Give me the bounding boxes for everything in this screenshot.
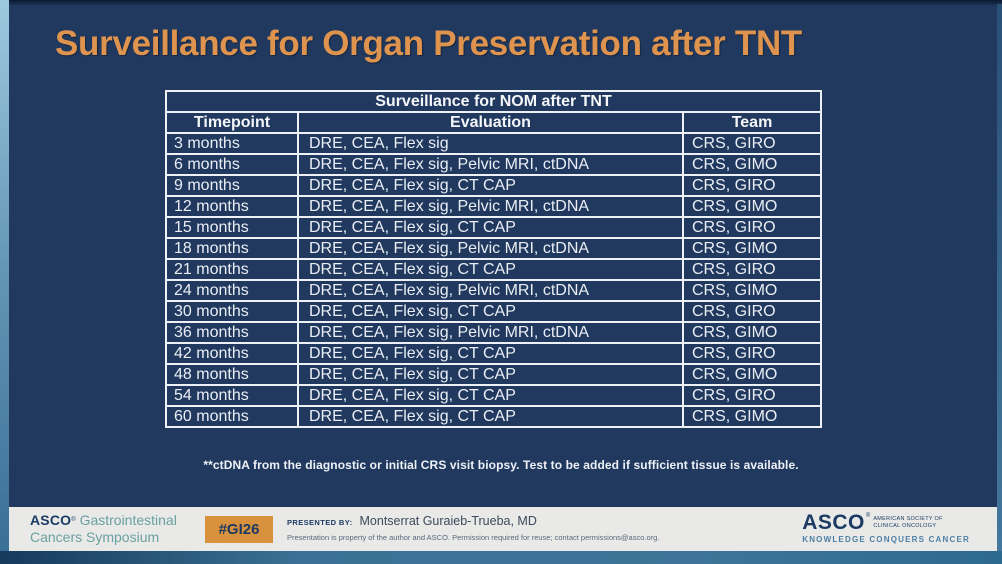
table-cell: 18 months bbox=[165, 237, 299, 260]
table-row: 36 months DRE, CEA, Flex sig, Pelvic MRI,… bbox=[165, 321, 822, 344]
table-row: 21 months DRE, CEA, Flex sig, CT CAP CRS, … bbox=[165, 258, 822, 281]
presenter-name: Montserrat Guraieb-Trueba, MD bbox=[359, 514, 537, 528]
table-row: 24 months DRE, CEA, Flex sig, Pelvic MRI,… bbox=[165, 279, 822, 302]
table-cell: CRS, GIMO bbox=[682, 405, 822, 428]
table-cell: CRS, GIMO bbox=[682, 237, 822, 260]
table-row: 6 months DRE, CEA, Flex sig, Pelvic MRI, … bbox=[165, 153, 822, 176]
table-cell: CRS, GIRO bbox=[682, 174, 822, 197]
table-cell: DRE, CEA, Flex sig, Pelvic MRI, ctDNA bbox=[297, 237, 684, 260]
table-cell: 9 months bbox=[165, 174, 299, 197]
table-cell: CRS, GIRO bbox=[682, 258, 822, 281]
table-cell: DRE, CEA, Flex sig, CT CAP bbox=[297, 363, 684, 386]
society-name-line2: CLINICAL ONCOLOGY bbox=[873, 522, 937, 529]
registered-mark-icon: ® bbox=[71, 517, 76, 523]
asco-society-logo: ASCO ® AMERICAN SOCIETY OF CLINICAL ONCO… bbox=[802, 511, 970, 544]
table-cell: DRE, CEA, Flex sig, Pelvic MRI, ctDNA bbox=[297, 321, 684, 344]
photo-edge-bottom bbox=[0, 551, 1002, 564]
table-cell: DRE, CEA, Flex sig, CT CAP bbox=[297, 174, 684, 197]
table-cell: DRE, CEA, Flex sig bbox=[297, 132, 684, 155]
table-row: 15 months DRE, CEA, Flex sig, CT CAP CRS, … bbox=[165, 216, 822, 239]
asco-wordmark: ASCO bbox=[30, 512, 72, 528]
symposium-name-line2: Cancers Symposium bbox=[30, 529, 160, 545]
column-header-evaluation: Evaluation bbox=[297, 111, 684, 134]
table-cell: 42 months bbox=[165, 342, 299, 365]
table-cell: CRS, GIMO bbox=[682, 195, 822, 218]
table-header-row: Timepoint Evaluation Team bbox=[165, 111, 822, 134]
table-cell: DRE, CEA, Flex sig, CT CAP bbox=[297, 300, 684, 323]
table-cell: CRS, GIMO bbox=[682, 279, 822, 302]
table-row: 42 months DRE, CEA, Flex sig, CT CAP CRS, … bbox=[165, 342, 822, 365]
society-name-line1: AMERICAN SOCIETY OF bbox=[873, 516, 943, 522]
table-cell: DRE, CEA, Flex sig, CT CAP bbox=[297, 384, 684, 407]
photo-edge-left bbox=[0, 0, 9, 554]
table-row: 12 months DRE, CEA, Flex sig, Pelvic MRI,… bbox=[165, 195, 822, 218]
table-cell: DRE, CEA, Flex sig, CT CAP bbox=[297, 258, 684, 281]
table-cell: CRS, GIRO bbox=[682, 300, 822, 323]
registered-mark-icon: ® bbox=[865, 513, 871, 519]
table-cell: CRS, GIRO bbox=[682, 216, 822, 239]
table-cell: 15 months bbox=[165, 216, 299, 239]
photo-edge-top bbox=[0, 0, 1002, 5]
table-cell: 30 months bbox=[165, 300, 299, 323]
table-cell: CRS, GIRO bbox=[682, 384, 822, 407]
asco-logo-wordmark: ASCO bbox=[802, 511, 865, 534]
table-row: 48 months DRE, CEA, Flex sig, CT CAP CRS, … bbox=[165, 363, 822, 386]
table-row: 30 months DRE, CEA, Flex sig, CT CAP CRS, … bbox=[165, 300, 822, 323]
table-cell: DRE, CEA, Flex sig, Pelvic MRI, ctDNA bbox=[297, 153, 684, 176]
table-cell: CRS, GIMO bbox=[682, 363, 822, 386]
table-cell: DRE, CEA, Flex sig, Pelvic MRI, ctDNA bbox=[297, 279, 684, 302]
table-cell: CRS, GIMO bbox=[682, 321, 822, 344]
symposium-logo-line1: ASCO® Gastrointestinal bbox=[30, 512, 177, 529]
table-cell: DRE, CEA, Flex sig, CT CAP bbox=[297, 342, 684, 365]
table-cell: DRE, CEA, Flex sig, CT CAP bbox=[297, 216, 684, 239]
table-cell: 21 months bbox=[165, 258, 299, 281]
table-row: 60 months DRE, CEA, Flex sig, CT CAP CRS, … bbox=[165, 405, 822, 428]
table-cell: DRE, CEA, Flex sig, Pelvic MRI, ctDNA bbox=[297, 195, 684, 218]
table-cell: CRS, GIRO bbox=[682, 342, 822, 365]
table-cell: DRE, CEA, Flex sig, CT CAP bbox=[297, 405, 684, 428]
table-cell: 54 months bbox=[165, 384, 299, 407]
symposium-name-line1: Gastrointestinal bbox=[79, 512, 177, 528]
table-cell: CRS, GIRO bbox=[682, 132, 822, 155]
column-header-timepoint: Timepoint bbox=[165, 111, 299, 134]
table-cell: 60 months bbox=[165, 405, 299, 428]
table-cell: 48 months bbox=[165, 363, 299, 386]
table-row: 54 months DRE, CEA, Flex sig, CT CAP CRS, … bbox=[165, 384, 822, 407]
table-cell: 36 months bbox=[165, 321, 299, 344]
table-cell: 3 months bbox=[165, 132, 299, 155]
table-cell: CRS, GIMO bbox=[682, 153, 822, 176]
photo-edge-right bbox=[997, 4, 1002, 552]
table-row: 18 months DRE, CEA, Flex sig, Pelvic MRI,… bbox=[165, 237, 822, 260]
table-title: Surveillance for NOM after TNT bbox=[165, 90, 822, 113]
table-title-row: Surveillance for NOM after TNT bbox=[165, 90, 822, 113]
surveillance-table: Surveillance for NOM after TNT Timepoint… bbox=[165, 90, 822, 428]
presented-by-block: PRESENTED BY: Montserrat Guraieb-Trueba,… bbox=[287, 514, 659, 542]
footnote: **ctDNA from the diagnostic or initial C… bbox=[203, 458, 799, 472]
footer-bar: ASCO® Gastrointestinal Cancers Symposium… bbox=[9, 507, 997, 551]
table-cell: 24 months bbox=[165, 279, 299, 302]
table-cell: 12 months bbox=[165, 195, 299, 218]
column-header-team: Team bbox=[682, 111, 822, 134]
table-cell: 6 months bbox=[165, 153, 299, 176]
symposium-logo: ASCO® Gastrointestinal Cancers Symposium bbox=[30, 512, 177, 546]
hashtag-badge: #GI26 bbox=[205, 516, 273, 543]
slide-title: Surveillance for Organ Preservation afte… bbox=[55, 24, 803, 63]
table-row: 3 months DRE, CEA, Flex sig CRS, GIRO bbox=[165, 132, 822, 155]
disclaimer-text: Presentation is property of the author a… bbox=[287, 533, 660, 542]
presented-by-label: PRESENTED BY: bbox=[287, 518, 353, 527]
table-row: 9 months DRE, CEA, Flex sig, CT CAP CRS, G… bbox=[165, 174, 822, 197]
asco-tagline: KNOWLEDGE CONQUERS CANCER bbox=[802, 535, 970, 544]
